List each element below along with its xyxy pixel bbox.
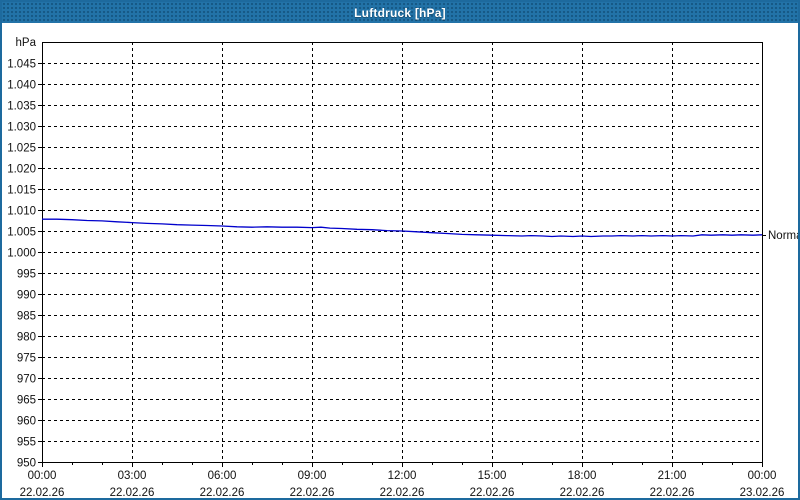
y-tick-label: 980 bbox=[17, 332, 36, 344]
chart-title: Luftdruck [hPa] bbox=[354, 5, 446, 20]
y-tick-label: 1.020 bbox=[7, 164, 36, 176]
x-tick-date-label: 22.02.26 bbox=[470, 487, 515, 499]
normal-level-label: Normal bbox=[768, 230, 800, 242]
y-tick-label: 1.000 bbox=[7, 248, 36, 260]
y-tick-label: 970 bbox=[17, 374, 36, 386]
x-tick-date-label: 22.02.26 bbox=[380, 487, 425, 499]
y-axis-unit-label: hPa bbox=[16, 37, 37, 49]
y-tick-label: 1.035 bbox=[7, 101, 36, 113]
y-tick-label: 1.030 bbox=[7, 122, 36, 134]
x-tick-time-label: 00:00 bbox=[748, 470, 777, 482]
y-tick-label: 965 bbox=[17, 395, 36, 407]
y-tick-label: 960 bbox=[17, 416, 36, 428]
x-tick-time-label: 03:00 bbox=[118, 470, 147, 482]
y-tick-label: 1.015 bbox=[7, 185, 36, 197]
x-tick-time-label: 00:00 bbox=[28, 470, 57, 482]
y-tick-label: 950 bbox=[17, 458, 36, 470]
x-tick-date-label: 22.02.26 bbox=[200, 487, 245, 499]
x-tick-time-label: 12:00 bbox=[388, 470, 417, 482]
x-tick-time-label: 09:00 bbox=[298, 470, 327, 482]
x-tick-date-label: 22.02.26 bbox=[560, 487, 605, 499]
y-tick-label: 1.010 bbox=[7, 206, 36, 218]
plot-frame bbox=[42, 42, 763, 463]
y-tick-label: 985 bbox=[17, 311, 36, 323]
chart-titlebar: Luftdruck [hPa] bbox=[2, 2, 798, 23]
pressure-data-line bbox=[42, 218, 763, 238]
x-tick-time-label: 06:00 bbox=[208, 470, 237, 482]
y-tick-label: 990 bbox=[17, 290, 36, 302]
y-tick-label: 955 bbox=[17, 437, 36, 449]
x-tick-time-label: 21:00 bbox=[658, 470, 687, 482]
x-tick-time-label: 18:00 bbox=[568, 470, 597, 482]
y-tick-label: 1.040 bbox=[7, 80, 36, 92]
x-tick-date-label: 22.02.26 bbox=[290, 487, 335, 499]
y-tick-label: 1.005 bbox=[7, 227, 36, 239]
y-tick-label: 975 bbox=[17, 353, 36, 365]
x-tick-time-label: 15:00 bbox=[478, 470, 507, 482]
y-tick-label: 995 bbox=[17, 269, 36, 281]
x-tick-date-label: 22.02.26 bbox=[20, 487, 65, 499]
x-tick-date-label: 22.02.26 bbox=[110, 487, 155, 499]
y-tick-label: 1.045 bbox=[7, 59, 36, 71]
x-tick-date-label: 23.02.26 bbox=[740, 487, 785, 499]
x-tick-date-label: 22.02.26 bbox=[650, 487, 695, 499]
y-tick-label: 1.025 bbox=[7, 143, 36, 155]
